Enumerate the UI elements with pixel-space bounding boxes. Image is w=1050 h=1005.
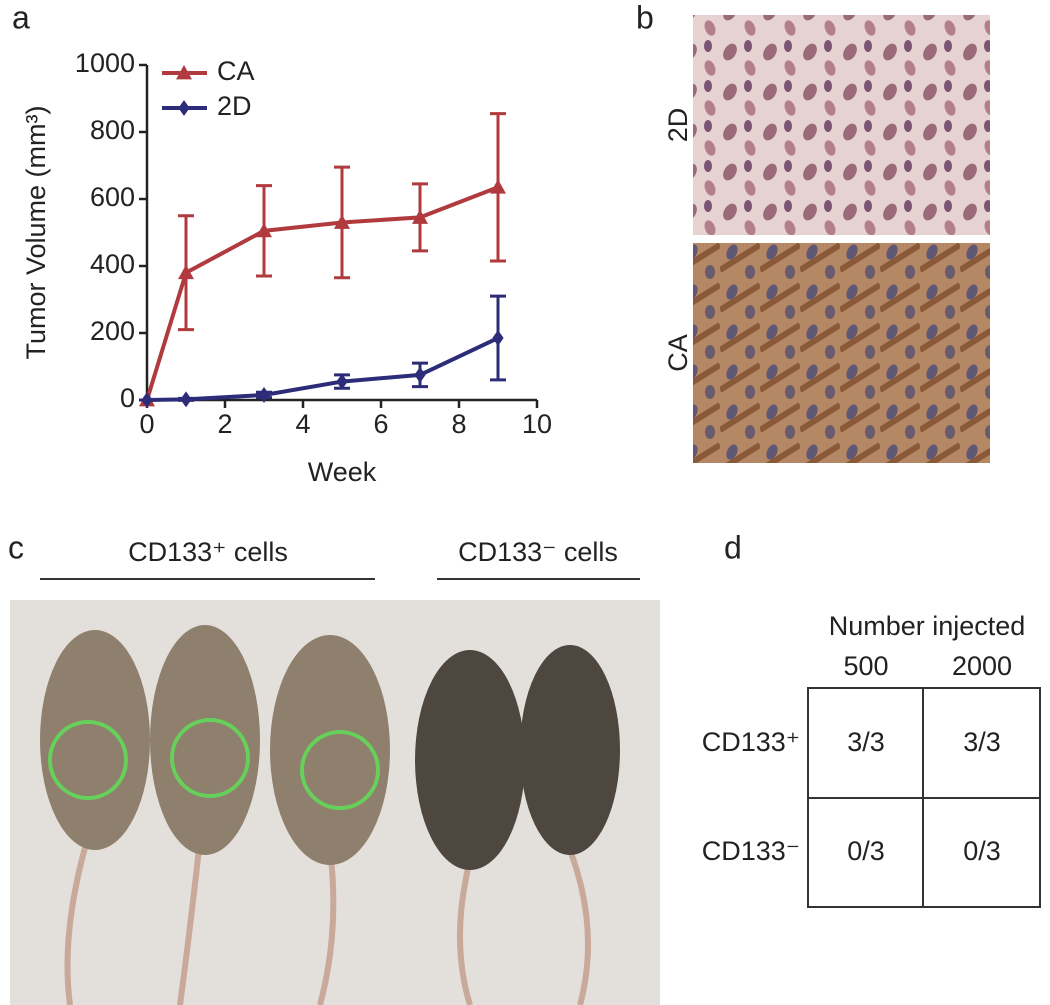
y-tick-label: 200 <box>90 316 135 346</box>
x-tick-label: 0 <box>139 409 154 439</box>
histology-image <box>693 243 990 463</box>
series-line <box>146 336 499 402</box>
table-cell: 0/3 <box>847 836 885 866</box>
table-title: Number injected <box>829 611 1026 641</box>
panel-label: a <box>12 0 30 35</box>
marker <box>334 214 350 229</box>
column-header: 2000 <box>952 651 1012 681</box>
marker <box>256 222 272 238</box>
y-tick-label: 0 <box>120 383 135 413</box>
marker <box>180 391 192 408</box>
marker <box>492 330 504 347</box>
y-tick-label: 600 <box>90 182 135 212</box>
legend-label: CA <box>217 56 255 86</box>
table-cell: 0/3 <box>963 836 1001 866</box>
panel-label: b <box>636 0 654 35</box>
x-tick-label: 6 <box>373 409 388 439</box>
panel-label: c <box>8 529 24 565</box>
row-label: CD133⁺ <box>702 727 800 757</box>
x-tick-label: 8 <box>451 409 466 439</box>
group-label: CD133⁻ cells <box>458 537 618 567</box>
y-tick-label: 800 <box>90 115 135 145</box>
table-grid <box>807 687 1041 908</box>
x-tick-label: 10 <box>522 409 552 439</box>
column-header: 500 <box>843 651 888 681</box>
marker <box>414 366 426 383</box>
table-cell: 3/3 <box>847 727 885 757</box>
table-cell: 3/3 <box>963 727 1001 757</box>
panel-label: d <box>724 529 742 565</box>
marker <box>336 373 348 390</box>
image-row-label: 2D <box>663 108 693 143</box>
legend-label: 2D <box>217 91 252 121</box>
marker <box>178 100 190 116</box>
mouse-photo <box>10 600 660 1005</box>
marker <box>141 392 153 408</box>
histology-image <box>693 15 990 235</box>
marker <box>176 65 192 80</box>
marker <box>258 386 270 403</box>
y-axis-label: Tumor Volume (mm³) <box>21 105 51 359</box>
y-tick-label: 400 <box>90 249 135 279</box>
y-tick-label: 1000 <box>75 48 135 78</box>
marker <box>412 209 428 224</box>
group-label: CD133⁺ cells <box>128 537 288 567</box>
marker <box>490 179 506 194</box>
x-axis-label: Week <box>308 457 377 487</box>
x-tick-label: 4 <box>295 409 310 439</box>
series-line <box>145 185 499 401</box>
row-label: CD133⁻ <box>702 836 800 866</box>
x-tick-label: 2 <box>217 409 232 439</box>
image-row-label: CA <box>663 334 693 372</box>
marker <box>178 264 194 280</box>
